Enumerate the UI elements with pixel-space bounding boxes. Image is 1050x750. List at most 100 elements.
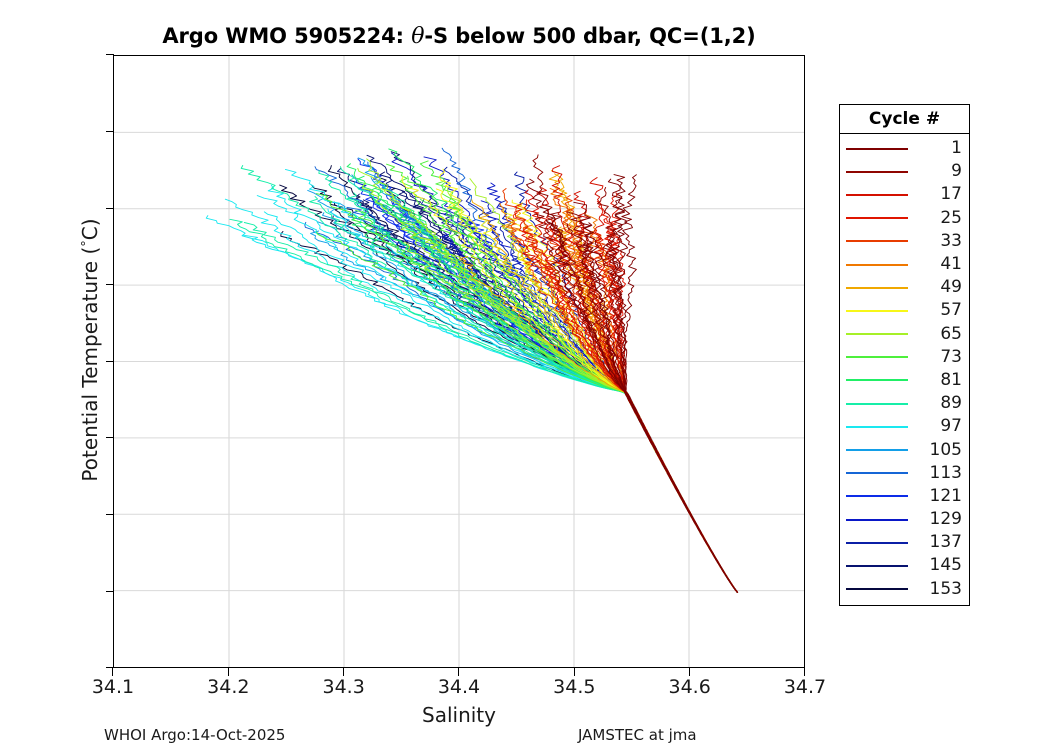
profile-line bbox=[564, 194, 738, 593]
legend-item-label: 33 bbox=[940, 230, 962, 251]
legend-color-swatch bbox=[846, 379, 908, 382]
legend-item-label: 97 bbox=[940, 416, 962, 437]
legend-item[interactable]: 121 bbox=[840, 485, 969, 508]
y-tick-mark bbox=[106, 667, 114, 669]
y-tick-mark bbox=[106, 437, 114, 439]
profile-line bbox=[457, 217, 738, 593]
profile-line bbox=[356, 193, 738, 593]
legend-title: Cycle # bbox=[840, 105, 969, 134]
legend-color-swatch bbox=[846, 425, 908, 428]
legend-item[interactable]: 65 bbox=[840, 323, 969, 346]
plot-area bbox=[113, 55, 805, 668]
legend-item[interactable]: 89 bbox=[840, 392, 969, 415]
profile-line bbox=[566, 223, 738, 593]
y-tick-mark bbox=[106, 130, 114, 132]
legend-entries: 1 9 17 25 33 41 49 57 65 73 81 89 97 105 113 121 129 137 1… bbox=[840, 134, 969, 605]
legend-item-label: 9 bbox=[951, 161, 962, 182]
chart-title-suffix: -S below 500 dbar, QC=(1,2) bbox=[424, 24, 756, 48]
legend-item[interactable]: 17 bbox=[840, 183, 969, 206]
profile-line bbox=[372, 226, 739, 593]
legend-item-label: 57 bbox=[940, 300, 962, 321]
y-tick-mark bbox=[106, 54, 114, 56]
legend-item[interactable]: 1 bbox=[840, 137, 969, 160]
legend-color-swatch bbox=[846, 518, 908, 521]
legend-item[interactable]: 145 bbox=[840, 554, 969, 577]
chart-title-prefix: Argo WMO 5905224: bbox=[162, 24, 412, 48]
theta-symbol: θ bbox=[411, 24, 425, 49]
legend-color-swatch bbox=[846, 472, 908, 475]
legend-item[interactable]: 105 bbox=[840, 438, 969, 461]
footer-source-right: JAMSTEC at jma bbox=[578, 726, 697, 744]
legend-item[interactable]: 25 bbox=[840, 207, 969, 230]
profile-line bbox=[573, 225, 739, 593]
theta-s-plot-canvas bbox=[114, 56, 804, 667]
legend-item[interactable]: 81 bbox=[840, 369, 969, 392]
x-tick-label: 34.3 bbox=[322, 676, 365, 698]
y-axis-label: Potential Temperature (°C) bbox=[78, 70, 102, 630]
profile-line bbox=[611, 174, 738, 593]
legend-item-label: 137 bbox=[929, 532, 962, 553]
legend-color-swatch bbox=[846, 193, 908, 196]
legend-color-swatch bbox=[846, 286, 908, 289]
legend-item[interactable]: 73 bbox=[840, 346, 969, 369]
profile-line bbox=[594, 236, 738, 593]
profile-line bbox=[593, 229, 738, 593]
profile-line bbox=[420, 198, 739, 593]
legend-item[interactable]: 49 bbox=[840, 276, 969, 299]
legend-item-label: 145 bbox=[929, 555, 962, 576]
legend-color-swatch bbox=[846, 541, 908, 544]
x-tick-mark bbox=[688, 668, 690, 676]
profile-line bbox=[604, 226, 739, 593]
legend-item[interactable]: 153 bbox=[840, 578, 969, 601]
profile-lines bbox=[205, 147, 739, 593]
profile-line bbox=[577, 216, 738, 593]
profile-line bbox=[471, 199, 738, 593]
x-tick-label: 34.1 bbox=[91, 676, 135, 698]
profile-line bbox=[536, 187, 738, 593]
legend-item[interactable]: 57 bbox=[840, 299, 969, 322]
legend-item-label: 113 bbox=[929, 462, 962, 483]
legend-color-swatch bbox=[846, 356, 908, 359]
x-tick-label: 34.2 bbox=[207, 676, 250, 698]
legend-item[interactable]: 41 bbox=[840, 253, 969, 276]
profile-line bbox=[437, 210, 738, 593]
y-axis-label-unit: C) bbox=[78, 218, 102, 241]
legend-color-swatch bbox=[846, 309, 908, 312]
profile-line bbox=[605, 240, 739, 593]
y-tick-mark bbox=[106, 514, 114, 516]
legend-item[interactable]: 137 bbox=[840, 531, 969, 554]
gridlines bbox=[114, 56, 804, 667]
profile-line bbox=[315, 193, 738, 593]
legend-item[interactable]: 113 bbox=[840, 462, 969, 485]
y-axis-label-main: Potential Temperature ( bbox=[78, 246, 102, 482]
x-tick-mark bbox=[342, 668, 344, 676]
profile-line bbox=[356, 179, 738, 593]
legend-color-swatch bbox=[846, 588, 908, 591]
profile-line bbox=[573, 190, 738, 593]
profile-line bbox=[573, 201, 738, 593]
chart-title: Argo WMO 5905224: θ-S below 500 dbar, QC… bbox=[113, 24, 805, 49]
legend-item-label: 81 bbox=[940, 369, 962, 390]
legend-item[interactable]: 129 bbox=[840, 508, 969, 531]
legend-item-label: 25 bbox=[940, 207, 962, 228]
profile-line bbox=[607, 178, 738, 593]
profile-line bbox=[334, 201, 738, 593]
legend-color-swatch bbox=[846, 217, 908, 220]
profile-line bbox=[346, 206, 738, 593]
legend-color-swatch bbox=[846, 449, 908, 452]
profile-line bbox=[407, 175, 739, 593]
y-tick-mark bbox=[106, 284, 114, 286]
profile-line bbox=[526, 178, 738, 593]
y-tick-mark bbox=[106, 360, 114, 362]
legend: Cycle # 1 9 17 25 33 41 49 57 65 73 81 89 97 105 113 12… bbox=[839, 104, 970, 606]
x-tick-mark bbox=[112, 668, 114, 676]
profile-line bbox=[582, 222, 738, 593]
profile-line bbox=[621, 174, 738, 593]
y-tick-mark bbox=[106, 207, 114, 209]
legend-item[interactable]: 9 bbox=[840, 160, 969, 183]
legend-item[interactable]: 33 bbox=[840, 230, 969, 253]
legend-color-swatch bbox=[846, 147, 908, 150]
x-tick-label: 34.6 bbox=[668, 676, 711, 698]
legend-item-label: 89 bbox=[940, 393, 962, 414]
legend-item[interactable]: 97 bbox=[840, 415, 969, 438]
